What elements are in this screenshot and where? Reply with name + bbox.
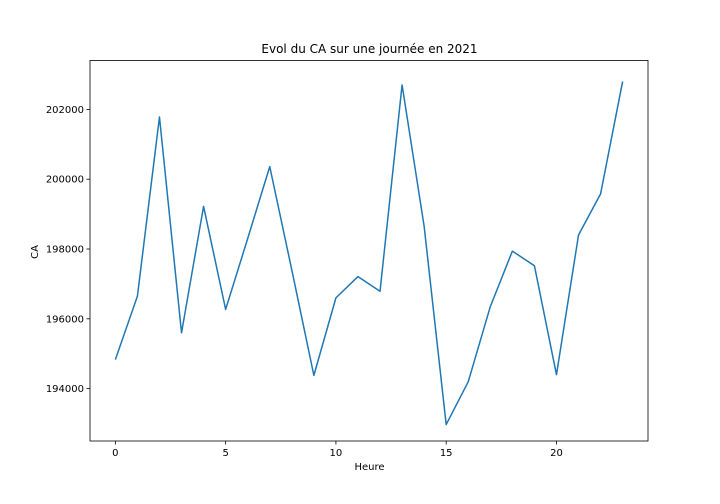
series-line-0 [114, 81, 624, 426]
y-tick-label: 200000 [46, 175, 84, 186]
y-tick-label: 196000 [46, 314, 84, 325]
y-axis-label: CA [30, 245, 41, 259]
x-axis-ticks: 0 5 10 15 20 [112, 441, 563, 459]
plot-frame [89, 60, 649, 442]
chart-title: Evol du CA sur une journée en 2021 [261, 42, 477, 56]
y-tick-label: 194000 [46, 384, 84, 395]
y-tick-label: 198000 [46, 245, 84, 256]
y-axis-ticks: 194000 196000 198000 200000 202000 [46, 105, 90, 395]
x-tick-label: 15 [440, 448, 453, 459]
x-tick-label: 0 [112, 448, 118, 459]
plot-area [114, 81, 624, 426]
x-tick-label: 5 [222, 448, 228, 459]
x-tick-label: 10 [330, 448, 343, 459]
x-tick-label: 20 [550, 448, 563, 459]
x-axis-label: Heure [354, 462, 384, 473]
y-tick-label: 202000 [46, 105, 84, 116]
